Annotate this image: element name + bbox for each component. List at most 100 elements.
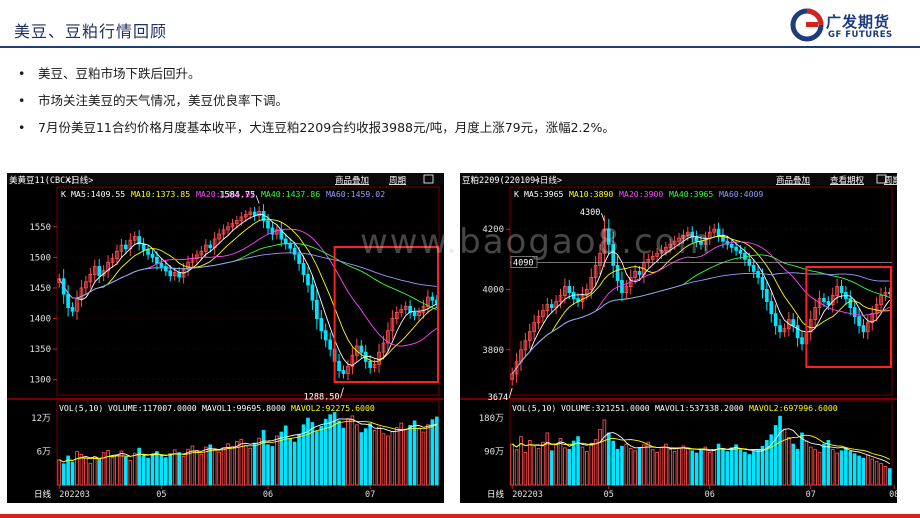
candle-body	[738, 249, 743, 254]
ma-legend-item-3: MA20:3900	[619, 189, 663, 199]
volume-bar	[778, 415, 782, 486]
candle-body	[270, 227, 275, 235]
volume-bar	[390, 431, 395, 486]
volume-bar	[97, 458, 102, 486]
volume-bar	[558, 438, 563, 486]
volume-bar	[332, 412, 337, 486]
volume-bar	[677, 448, 681, 486]
volume-bar	[61, 463, 66, 486]
candle-body	[350, 354, 355, 367]
ma-legend-item-3: MA20:1365.97	[196, 189, 255, 199]
volume-bar	[430, 419, 435, 486]
low-price-arrow	[340, 387, 344, 398]
volume-bar	[738, 449, 743, 486]
page-title: 美豆、豆粕行情回顾	[14, 22, 168, 41]
candle-body	[681, 234, 686, 239]
volume-legend-item-2: MAVOL1:537338.2000	[655, 403, 744, 413]
volume-bar	[208, 444, 213, 486]
candle-body	[306, 274, 310, 286]
candle-body	[813, 307, 817, 321]
footer-divider	[0, 514, 920, 518]
candle-body	[403, 305, 408, 310]
candle-body	[399, 308, 404, 313]
candle-body	[835, 286, 839, 296]
toolbar-item-0: 商品叠加	[776, 175, 810, 186]
volume-bar	[292, 441, 297, 486]
volume-bar	[337, 420, 341, 486]
volume-bar	[212, 448, 217, 486]
volume-bar	[252, 442, 257, 486]
volume-bar	[637, 447, 642, 486]
volume-bar	[541, 441, 545, 486]
ma60-line	[58, 252, 437, 299]
candle-body	[319, 318, 324, 332]
high-price-annotation: 4300	[580, 208, 600, 218]
volume-bar	[408, 424, 412, 486]
volume-bar	[765, 439, 769, 486]
summary-bullets: • 美豆、豆粕市场下跌后回升。 • 市场关注美豆的天气情况，美豆优良率下调。 • 7月…	[14, 60, 904, 141]
candle-body	[795, 325, 800, 339]
volume-bar	[381, 433, 386, 486]
ma-legend-item-5: MA60:4009	[719, 189, 763, 199]
low-price-annotation: 3674	[488, 393, 508, 403]
volume-bar	[150, 453, 155, 486]
bullet-dot: •	[18, 93, 26, 108]
volume-bar	[690, 450, 695, 486]
watermark: www.baogao8.com	[360, 222, 713, 262]
volume-bar	[549, 450, 554, 486]
candle-body	[589, 276, 594, 290]
candle-body	[510, 373, 515, 380]
bullet-text: 7月份美豆11合约价格月度基本收平，大连豆粕2209合约收报3988元/吨，月度…	[38, 120, 615, 135]
candle-body	[75, 298, 79, 312]
candle-body	[883, 292, 888, 296]
volume-bar	[323, 418, 328, 486]
candle-body	[778, 325, 782, 333]
volume-bar	[589, 442, 594, 486]
volume-bar	[275, 435, 279, 486]
volume-bar	[434, 416, 439, 486]
volume-bar	[146, 457, 150, 486]
candle-body	[203, 244, 208, 252]
candle-body	[124, 244, 128, 250]
volume-bar	[248, 447, 253, 486]
x-tick-label: 06	[263, 490, 273, 500]
candle-body	[870, 313, 875, 324]
price-tick-label: 1400	[29, 315, 51, 325]
volume-bar	[527, 439, 532, 486]
candle-body	[633, 270, 637, 278]
candle-body	[159, 263, 164, 267]
volume-bar	[288, 438, 293, 486]
volume-bar	[195, 450, 199, 486]
candle-body	[359, 345, 364, 353]
volume-bar	[132, 452, 137, 486]
candle-body	[686, 231, 690, 236]
candle-body	[88, 274, 93, 283]
candle-body	[773, 313, 778, 327]
volume-bar	[642, 444, 646, 486]
volume-bar	[155, 451, 159, 486]
ma-legend-item-0: K	[61, 189, 66, 199]
volume-bar	[57, 459, 62, 486]
volume-bar	[426, 424, 430, 486]
volume-bar	[655, 451, 659, 486]
volume-bar	[822, 443, 826, 486]
volume-bar	[297, 433, 301, 486]
candle-body	[146, 249, 150, 255]
volume-bar	[760, 445, 765, 486]
candle-body	[84, 281, 88, 289]
header: 美豆、豆粕行情回顾 广发期货 GF FUTURES	[0, 0, 920, 52]
volume-bar	[261, 429, 266, 486]
candle-body	[839, 286, 844, 293]
candle-body	[341, 370, 346, 375]
volume-bar	[523, 451, 528, 486]
x-tick-label: 05	[604, 490, 614, 500]
soybean-chart-panel: 美黄豆11(CBCX) <日线> 商品叠加 周期 1300 1350 1400 1450 150…	[7, 173, 444, 503]
volume-bar	[412, 420, 417, 486]
volume-bar	[177, 452, 181, 486]
instrument-label: 美黄豆11(CBCX)	[9, 175, 75, 186]
volume-bar	[368, 423, 372, 486]
ma5-line	[58, 213, 438, 366]
volume-tick-label: 12万	[31, 414, 51, 424]
chart-title-bar	[460, 173, 897, 185]
candle-body	[119, 244, 124, 252]
